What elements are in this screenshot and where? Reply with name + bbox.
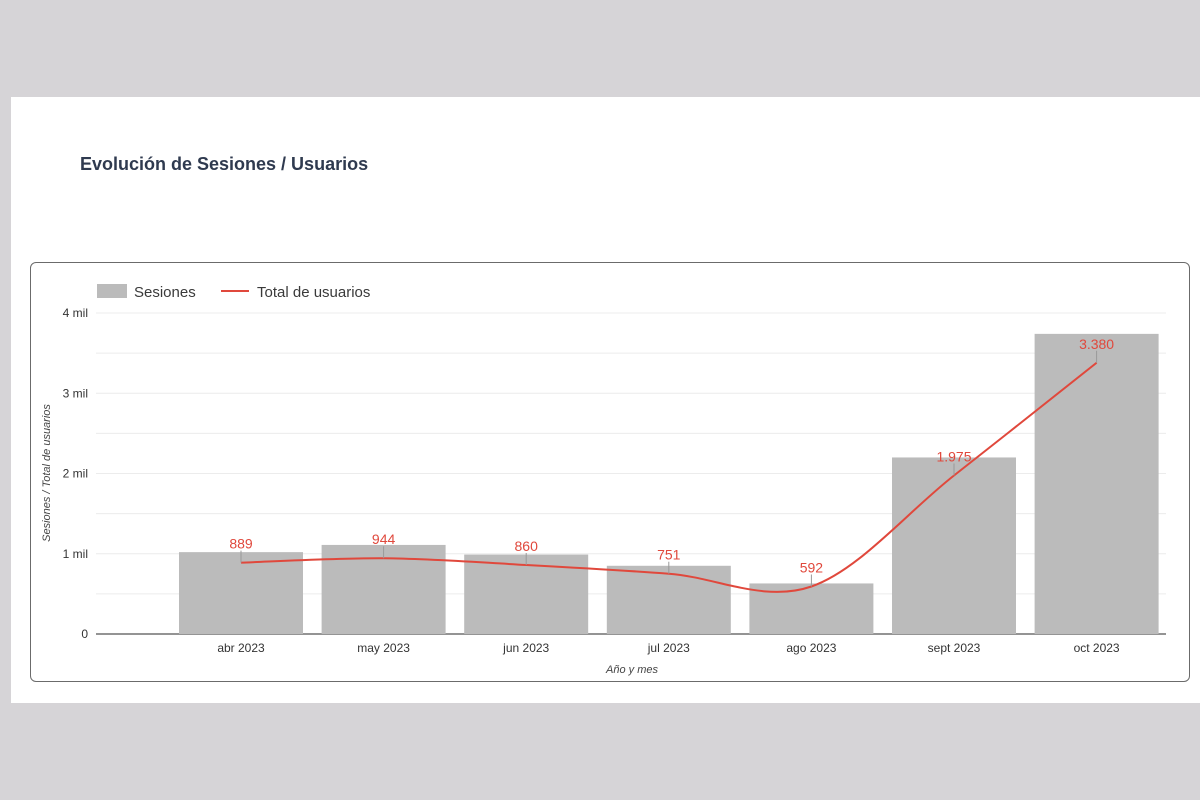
data-label: 944 <box>372 531 396 547</box>
legend-label-usuarios: Total de usuarios <box>257 284 370 301</box>
y-tick-label: 1 mil <box>63 547 88 561</box>
y-tick-label: 4 mil <box>63 306 88 320</box>
page-title: Evolución de Sesiones / Usuarios <box>80 154 369 174</box>
data-label: 889 <box>229 536 253 552</box>
data-label: 751 <box>657 547 681 563</box>
x-tick-label: jun 2023 <box>502 641 549 655</box>
x-tick-label: ago 2023 <box>786 641 836 655</box>
y-axis-title: Sesiones / Total de usuarios <box>41 404 53 542</box>
bar-sesiones <box>179 552 303 634</box>
bar-sesiones <box>892 457 1016 634</box>
data-label: 592 <box>800 559 824 575</box>
data-label: 860 <box>515 538 539 554</box>
bar-sesiones <box>606 565 731 634</box>
y-tick-label: 2 mil <box>63 467 88 481</box>
x-tick-label: sept 2023 <box>928 641 981 655</box>
x-tick-label: oct 2023 <box>1074 641 1120 655</box>
legend-label-sesiones: Sesiones <box>134 284 196 301</box>
x-tick-label: abr 2023 <box>217 641 265 655</box>
data-label: 3.380 <box>1079 336 1114 352</box>
bar-sesiones <box>1034 333 1159 634</box>
data-label: 1.975 <box>936 449 971 465</box>
y-tick-label: 0 <box>81 627 88 641</box>
legend-swatch-sesiones <box>97 284 127 298</box>
line-total-usuarios <box>240 361 1098 593</box>
x-tick-label: jul 2023 <box>647 641 690 655</box>
y-tick-label: 3 mil <box>63 386 88 400</box>
x-tick-label: may 2023 <box>357 641 410 655</box>
x-axis-title: Año y mes <box>605 664 658 676</box>
